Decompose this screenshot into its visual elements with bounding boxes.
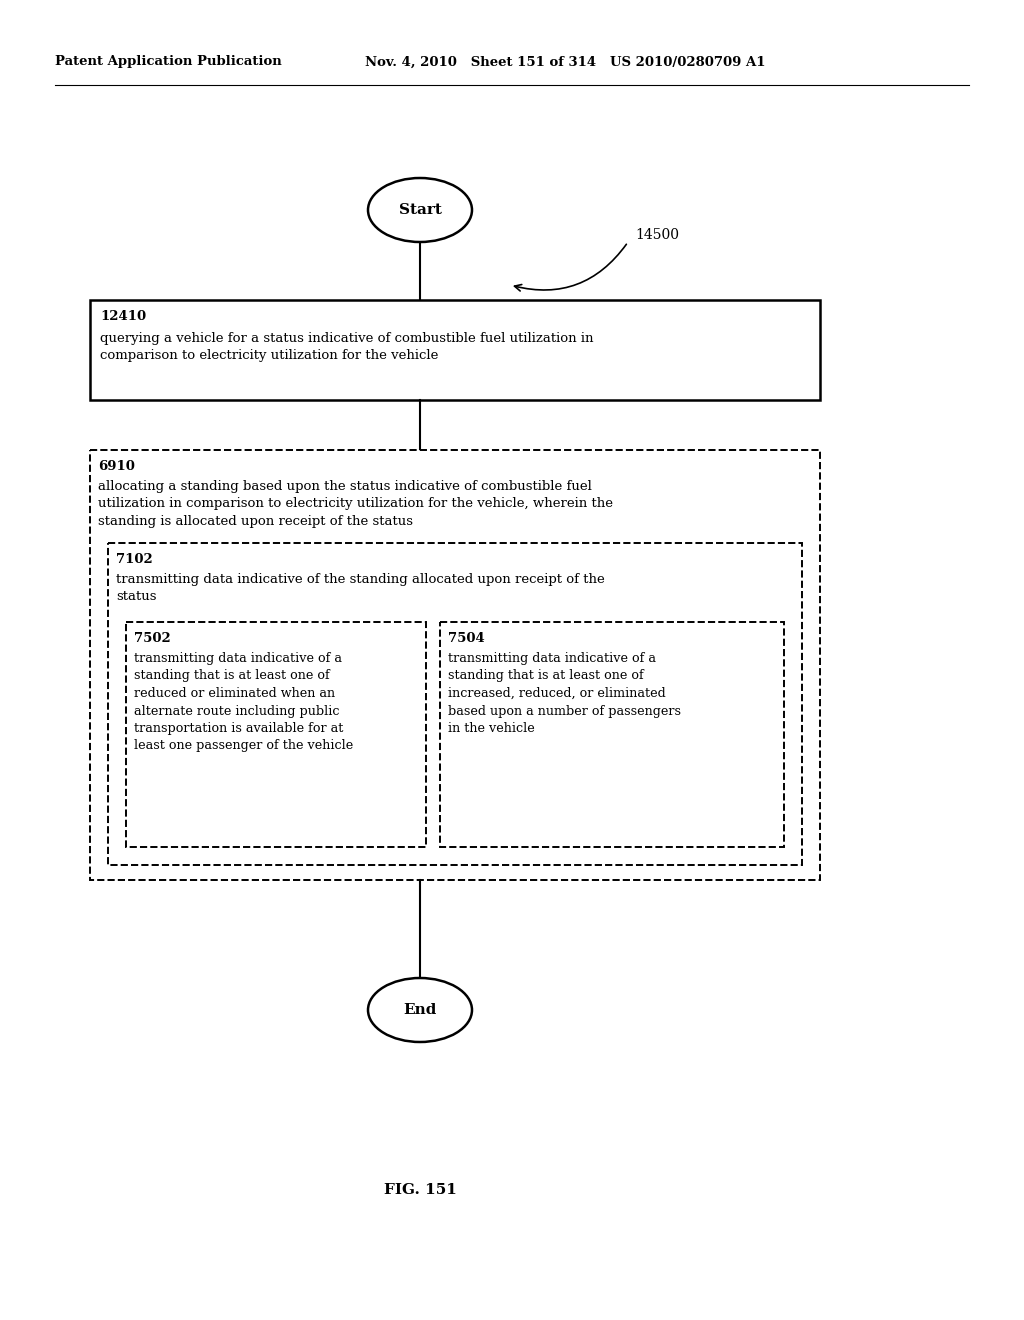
Text: Nov. 4, 2010   Sheet 151 of 314   US 2010/0280709 A1: Nov. 4, 2010 Sheet 151 of 314 US 2010/02… xyxy=(365,55,766,69)
Text: FIG. 151: FIG. 151 xyxy=(384,1183,457,1197)
Text: Start: Start xyxy=(398,203,441,216)
Text: 7502: 7502 xyxy=(134,632,171,645)
Text: Patent Application Publication: Patent Application Publication xyxy=(55,55,282,69)
Text: allocating a standing based upon the status indicative of combustible fuel
utili: allocating a standing based upon the sta… xyxy=(98,480,613,528)
Bar xyxy=(440,622,784,847)
Text: 12410: 12410 xyxy=(100,310,146,323)
Ellipse shape xyxy=(368,178,472,242)
Bar xyxy=(108,543,802,865)
Bar xyxy=(126,622,426,847)
Text: 14500: 14500 xyxy=(635,228,679,242)
Text: 7102: 7102 xyxy=(116,553,153,566)
Text: transmitting data indicative of the standing allocated upon receipt of the
statu: transmitting data indicative of the stan… xyxy=(116,573,605,603)
Text: querying a vehicle for a status indicative of combustible fuel utilization in
co: querying a vehicle for a status indicati… xyxy=(100,333,594,363)
FancyArrowPatch shape xyxy=(514,244,627,290)
Bar xyxy=(90,300,820,400)
Text: 7504: 7504 xyxy=(449,632,484,645)
Text: End: End xyxy=(403,1003,436,1016)
Bar xyxy=(90,450,820,880)
Ellipse shape xyxy=(368,978,472,1041)
Text: 6910: 6910 xyxy=(98,459,135,473)
Text: transmitting data indicative of a
standing that is at least one of
reduced or el: transmitting data indicative of a standi… xyxy=(134,652,353,752)
Text: transmitting data indicative of a
standing that is at least one of
increased, re: transmitting data indicative of a standi… xyxy=(449,652,681,735)
